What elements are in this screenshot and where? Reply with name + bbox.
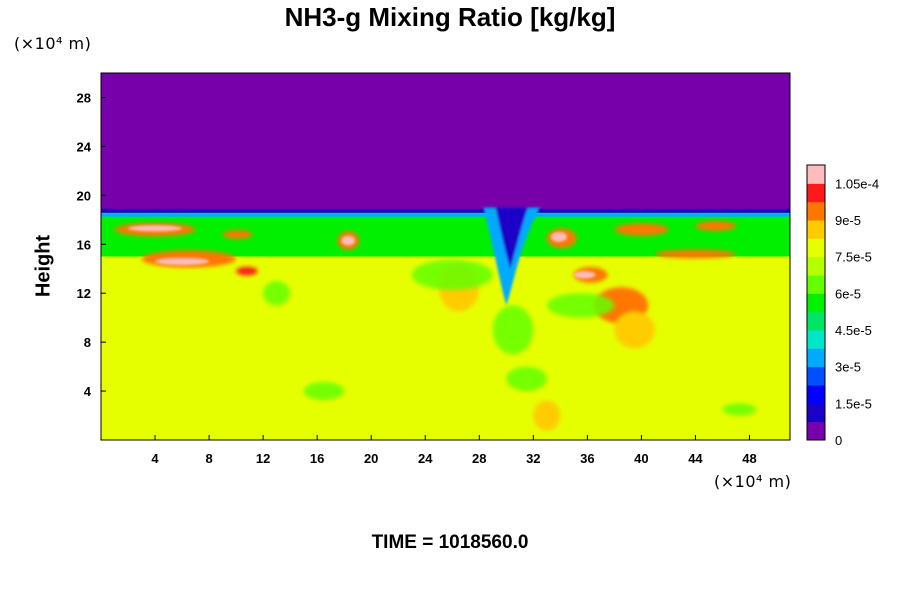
- field-boundary-cyan: [101, 213, 790, 217]
- y-axis-unit: (×10⁴ m): [14, 34, 92, 53]
- x-tick-label: 20: [364, 451, 378, 466]
- colorbar-swatch: [807, 311, 825, 331]
- x-tick-label: 36: [580, 451, 594, 466]
- x-tick-label: 48: [742, 451, 756, 466]
- colorbar-tick-label: 7.5e-5: [835, 250, 872, 265]
- colorbar-swatch: [807, 385, 825, 404]
- colorbar: 0 1.5e-5 3e-5 4.5e-5 6e-5 7.5e-5 9e-5 1.05e-4: [806, 164, 879, 448]
- field-mid-layer: [101, 212, 790, 257]
- colorbar-swatch: [807, 201, 825, 221]
- field-upper-layer: [101, 73, 790, 213]
- x-tick-label: 4: [151, 451, 159, 466]
- x-axis-unit: (×10⁴ m): [714, 472, 792, 491]
- colorbar-swatch: [807, 238, 825, 258]
- colorbar-tick-label: 3e-5: [835, 360, 861, 375]
- y-tick-label: 28: [77, 90, 91, 105]
- colorbar-swatch: [807, 220, 825, 239]
- colorbar-tick-label: 1.05e-4: [835, 176, 879, 191]
- x-tick-label: 40: [634, 451, 648, 466]
- y-tick-label: 8: [84, 335, 91, 350]
- y-tick-label: 4: [84, 384, 92, 399]
- time-label: TIME = 1018560.0: [371, 532, 529, 553]
- colorbar-swatch: [807, 330, 825, 349]
- y-tick-label: 20: [77, 188, 91, 203]
- field-peak-patches: [128, 225, 596, 279]
- y-tick-label: 16: [77, 237, 91, 252]
- colorbar-swatch: [807, 403, 825, 423]
- colorbar-tick-label: 4.5e-5: [835, 323, 872, 338]
- x-tick-label: 28: [472, 451, 486, 466]
- x-tick-label: 16: [310, 451, 324, 466]
- x-tick-label: 44: [688, 451, 703, 466]
- colorbar-tick-label: 9e-5: [835, 213, 861, 228]
- y-tick-label: 12: [77, 286, 91, 301]
- x-tick-label: 12: [256, 451, 270, 466]
- colorbar-swatch: [807, 348, 825, 368]
- field-swirls: [263, 259, 757, 416]
- x-tick-label: 8: [205, 451, 212, 466]
- colorbar-swatch: [807, 293, 825, 313]
- x-axis-ticks: 4 8 12 16 20 24 28 32 36 40 44 48: [151, 435, 757, 466]
- colorbar-swatch: [807, 366, 825, 386]
- colorbar-swatch: [807, 165, 825, 184]
- colorbar-tick-label: 1.5e-5: [835, 396, 872, 411]
- colorbar-tick-label: 0: [835, 433, 842, 448]
- colorbar-swatch: [807, 256, 825, 276]
- colorbar-swatch: [807, 421, 825, 441]
- colorbar-tick-label: 6e-5: [835, 286, 861, 301]
- plot-frame: [100, 72, 791, 441]
- x-tick-label: 32: [526, 451, 540, 466]
- chart-title: NH3-g Mixing Ratio [kg/kg]: [284, 2, 616, 32]
- mixing-ratio-field: [101, 73, 790, 440]
- field-boundary-dark: [101, 208, 790, 213]
- field-central-plume: [483, 207, 541, 306]
- colorbar-frame: [806, 164, 826, 441]
- colorbar-swatch: [807, 183, 825, 203]
- colorbar-swatch: [807, 275, 825, 294]
- y-tick-label: 24: [77, 139, 92, 154]
- x-tick-label: 24: [418, 451, 433, 466]
- y-axis-ticks: 4 8 12 16 20 24 28: [77, 90, 106, 399]
